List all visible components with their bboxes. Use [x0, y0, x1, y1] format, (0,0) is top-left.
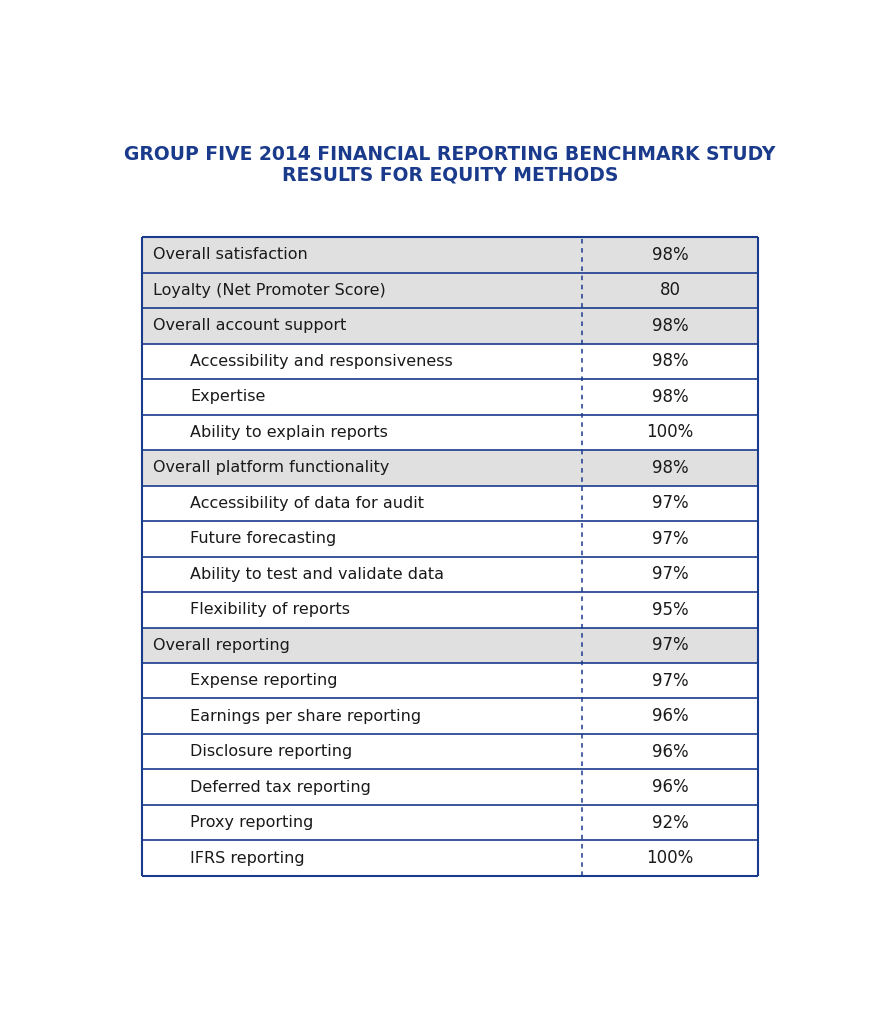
Text: 100%: 100% — [645, 849, 693, 867]
Bar — [142, 379, 757, 415]
Text: 97%: 97% — [651, 495, 688, 512]
Bar — [142, 344, 757, 379]
Bar — [142, 628, 757, 663]
Text: Ability to test and validate data: Ability to test and validate data — [189, 567, 444, 582]
Bar — [142, 451, 757, 485]
Text: Expertise: Expertise — [189, 389, 265, 404]
Text: Flexibility of reports: Flexibility of reports — [189, 602, 350, 617]
Bar — [142, 238, 757, 272]
Text: Overall reporting: Overall reporting — [153, 638, 289, 652]
Text: 100%: 100% — [645, 423, 693, 441]
Text: 96%: 96% — [651, 708, 688, 725]
Text: Proxy reporting: Proxy reporting — [189, 815, 313, 830]
Text: 98%: 98% — [651, 316, 688, 335]
Text: 97%: 97% — [651, 672, 688, 690]
Text: 80: 80 — [659, 282, 680, 299]
Text: IFRS reporting: IFRS reporting — [189, 851, 304, 865]
Bar — [142, 592, 757, 628]
Text: 96%: 96% — [651, 742, 688, 761]
Text: Future forecasting: Future forecasting — [189, 531, 336, 546]
Bar — [142, 698, 757, 734]
Bar — [142, 308, 757, 344]
Text: Disclosure reporting: Disclosure reporting — [189, 744, 352, 759]
Text: 98%: 98% — [651, 459, 688, 477]
Text: Expense reporting: Expense reporting — [189, 673, 337, 688]
Bar — [142, 485, 757, 521]
Text: 96%: 96% — [651, 778, 688, 797]
Text: Ability to explain reports: Ability to explain reports — [189, 425, 388, 440]
Bar — [142, 805, 757, 841]
Text: 98%: 98% — [651, 352, 688, 371]
Bar — [142, 841, 757, 876]
Bar — [142, 663, 757, 698]
Bar — [142, 734, 757, 769]
Text: Earnings per share reporting: Earnings per share reporting — [189, 709, 421, 724]
Text: Overall satisfaction: Overall satisfaction — [153, 248, 307, 262]
Bar — [142, 769, 757, 805]
Bar — [142, 415, 757, 451]
Text: 97%: 97% — [651, 529, 688, 548]
Text: 95%: 95% — [651, 601, 688, 618]
Bar — [142, 521, 757, 557]
Text: Overall account support: Overall account support — [153, 318, 346, 334]
Text: Deferred tax reporting: Deferred tax reporting — [189, 779, 370, 795]
Text: 97%: 97% — [651, 565, 688, 584]
Text: Overall platform functionality: Overall platform functionality — [153, 461, 389, 475]
Text: Loyalty (Net Promoter Score): Loyalty (Net Promoter Score) — [153, 283, 385, 298]
Text: Accessibility and responsiveness: Accessibility and responsiveness — [189, 354, 453, 369]
Text: RESULTS FOR EQUITY METHODS: RESULTS FOR EQUITY METHODS — [282, 166, 617, 184]
Text: Accessibility of data for audit: Accessibility of data for audit — [189, 496, 424, 511]
Text: 98%: 98% — [651, 246, 688, 264]
Text: 98%: 98% — [651, 388, 688, 406]
Text: 97%: 97% — [651, 636, 688, 654]
Text: 92%: 92% — [651, 814, 688, 831]
Text: GROUP FIVE 2014 FINANCIAL REPORTING BENCHMARK STUDY: GROUP FIVE 2014 FINANCIAL REPORTING BENC… — [125, 145, 774, 164]
Bar — [142, 557, 757, 592]
Bar — [142, 272, 757, 308]
